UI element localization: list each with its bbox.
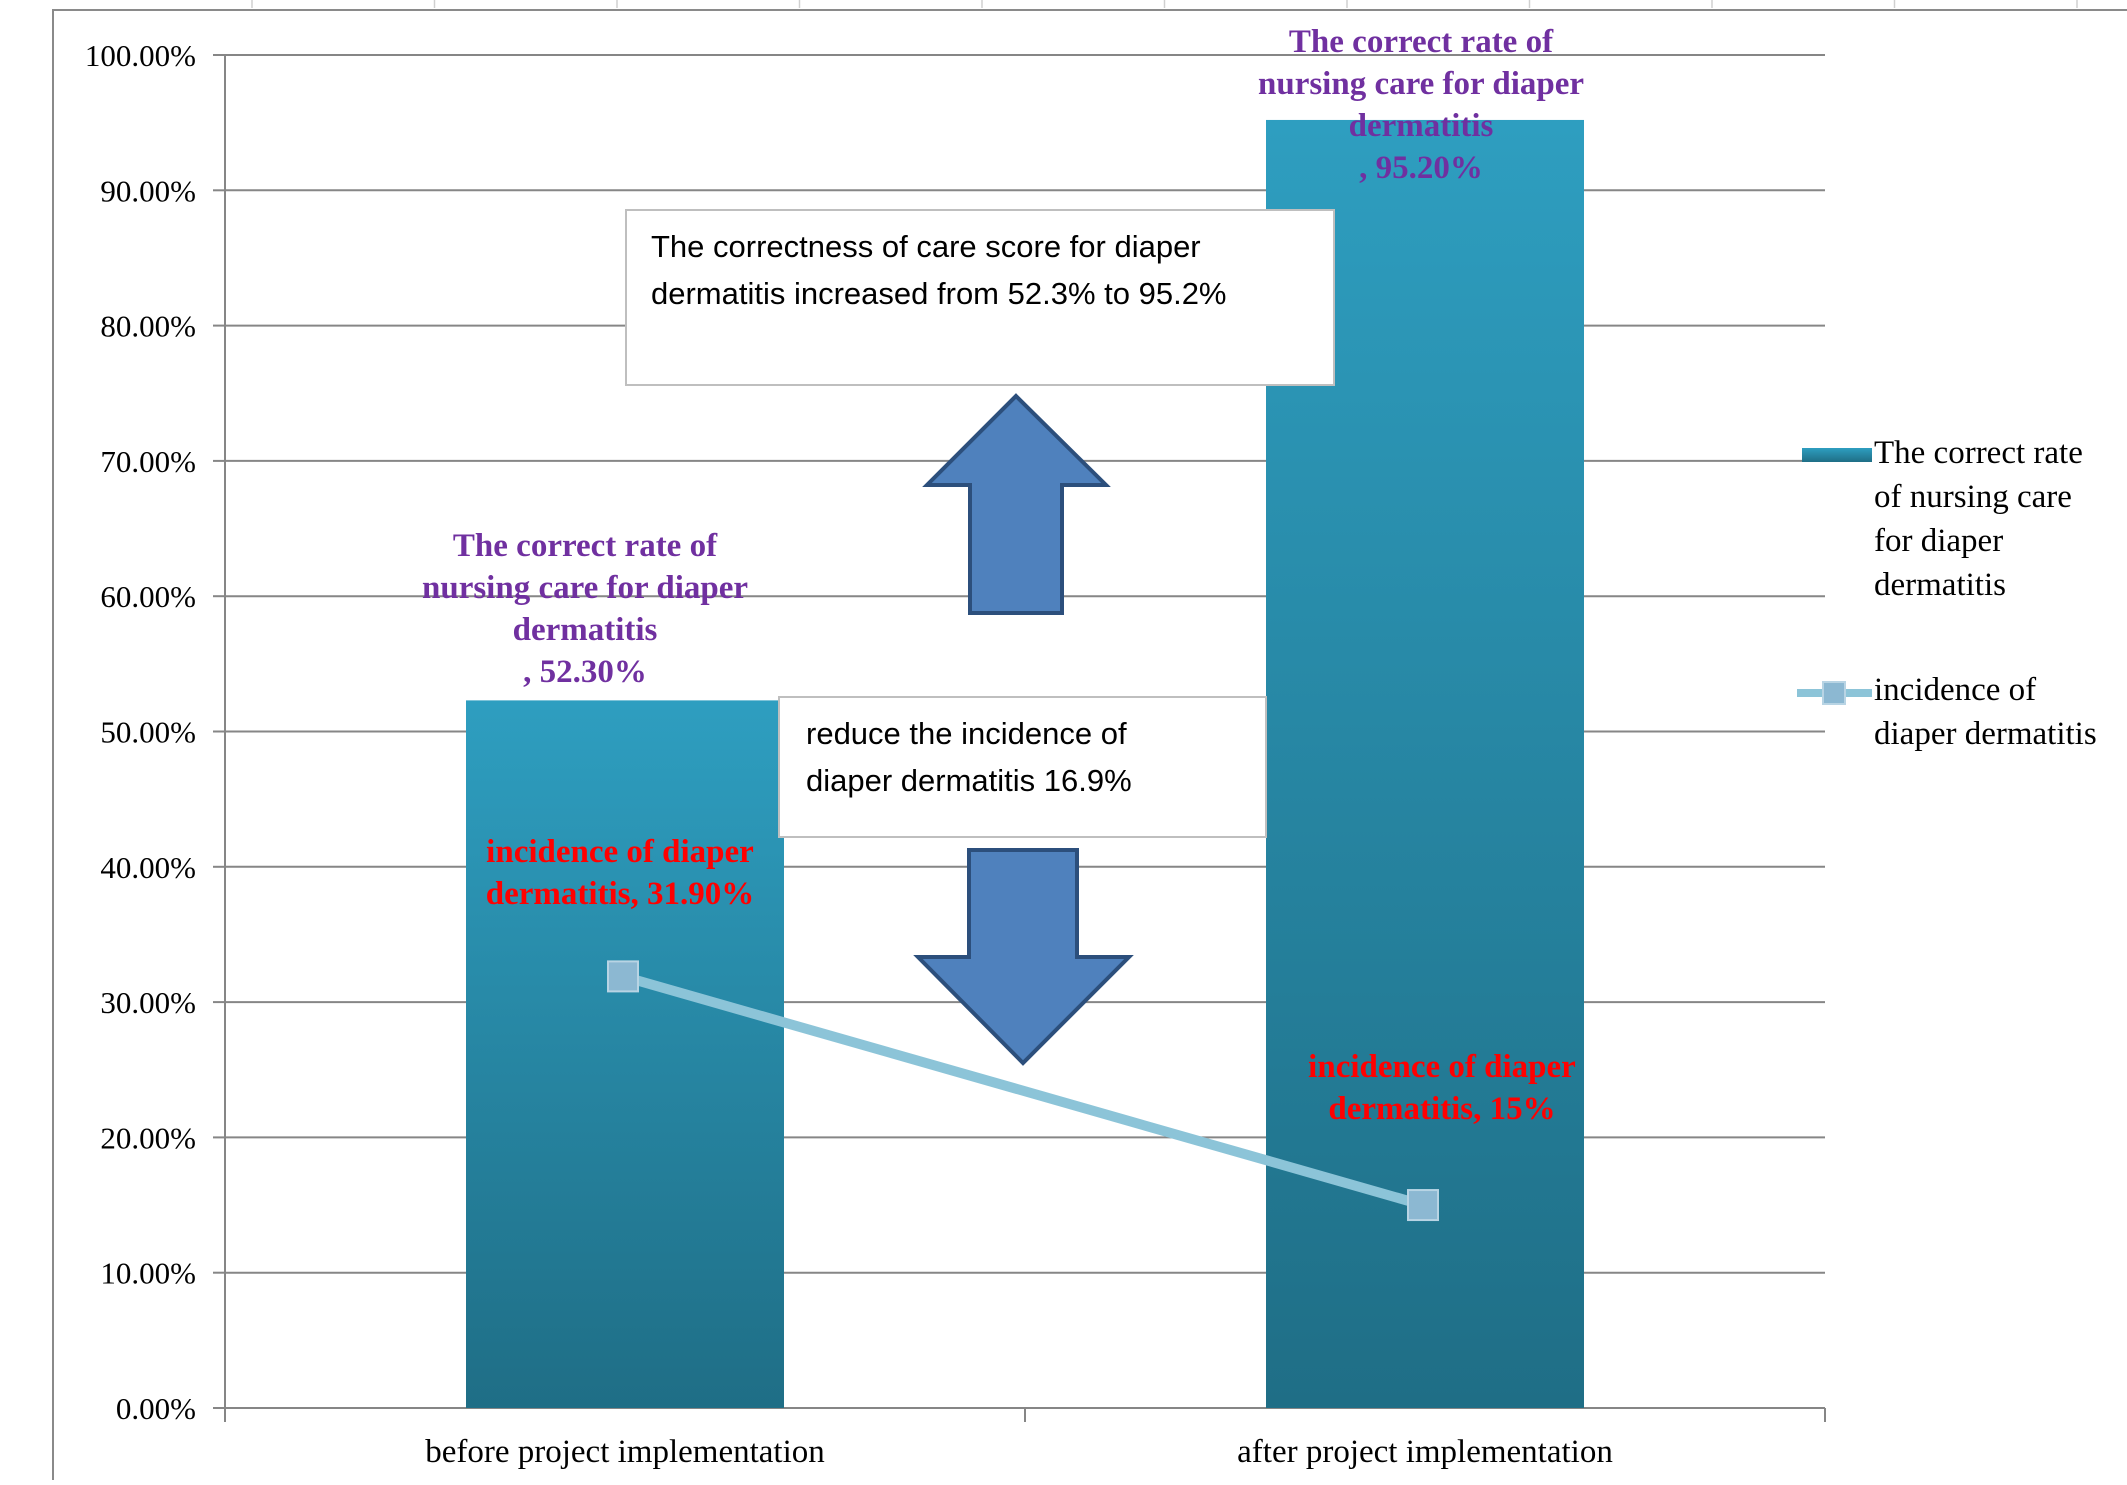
bar-data-label-line: The correct rate of: [1289, 24, 1554, 60]
bar-data-label-line: The correct rate of: [453, 528, 718, 564]
bar-data-label-line: , 95.20%: [1359, 150, 1483, 186]
bar-data-label: The correct rate of nursing care for diap…: [422, 528, 748, 690]
x-category-label: before project implementation: [425, 1434, 825, 1470]
line-data-label-line: dermatitis, 31.90%: [486, 876, 755, 912]
y-tick-label: 60.00%: [100, 579, 196, 614]
annotation-box: [778, 696, 1267, 838]
legend-swatch-bar: [1802, 448, 1872, 462]
line-data-label-line: incidence of diaper: [486, 834, 754, 870]
line-series: [621, 971, 1425, 1210]
y-tick-label: 0.00%: [116, 1391, 196, 1426]
legend-label-line: for diaper: [1874, 523, 2003, 559]
annotation-box: [625, 209, 1335, 386]
y-tick-label: 40.00%: [100, 850, 196, 885]
legend-label-line: of nursing care: [1874, 479, 2072, 515]
y-tick-label: 100.00%: [85, 38, 196, 73]
legend-label: incidence of diaper dermatitis: [1874, 672, 2097, 752]
line-data-label: incidence of diaper dermatitis, 31.90%: [486, 834, 755, 912]
legend-label-line: diaper dermatitis: [1874, 716, 2097, 752]
down-arrow: [913, 848, 1134, 1066]
annotation-text-line: reduce the incidence of: [806, 716, 1127, 751]
annotation-text-line: diaper dermatitis 16.9%: [806, 763, 1132, 798]
up-arrow: [922, 393, 1111, 615]
bar-data-label-line: , 52.30%: [523, 654, 647, 690]
line-data-label-line: incidence of diaper: [1308, 1049, 1576, 1085]
legend-label-line: incidence of: [1874, 672, 2036, 708]
y-tick-label: 20.00%: [100, 1120, 196, 1155]
y-tick-label: 50.00%: [100, 715, 196, 750]
legend-swatch-marker: [1822, 681, 1846, 705]
bar-data-label-line: dermatitis: [513, 612, 658, 648]
line-data-label: incidence of diaper dermatitis, 15%: [1308, 1049, 1576, 1127]
legend-label: The correct rate of nursing care for diape…: [1874, 435, 2083, 603]
chart-area-border: [52, 9, 2127, 1485]
annotation-text: reduce the incidence of diaper dermatitis…: [806, 716, 1132, 798]
y-tick-label: 90.00%: [100, 173, 196, 208]
bar: [466, 700, 784, 1408]
bar-data-label: The correct rate of nursing care for diap…: [1258, 24, 1584, 186]
annotation-text-line: dermatitis increased from 52.3% to 95.2%: [651, 276, 1227, 311]
annotation-text: The correctness of care score for diaper…: [651, 229, 1227, 311]
bar-data-label-line: dermatitis: [1349, 108, 1494, 144]
line-marker: [1407, 1189, 1439, 1222]
line-data-label-line: dermatitis, 15%: [1328, 1091, 1555, 1127]
y-tick-label: 80.00%: [100, 309, 196, 344]
y-tick-label: 30.00%: [100, 985, 196, 1020]
x-category-label: after project implementation: [1237, 1434, 1613, 1470]
y-tick-label: 70.00%: [100, 444, 196, 479]
bar-data-label-line: nursing care for diaper: [422, 570, 748, 606]
annotation-text-line: The correctness of care score for diaper: [651, 229, 1201, 264]
bar-data-label-line: nursing care for diaper: [1258, 66, 1584, 102]
legend-label-line: dermatitis: [1874, 567, 2006, 603]
y-tick-label: 10.00%: [100, 1256, 196, 1291]
legend-label-line: The correct rate: [1874, 435, 2083, 471]
line-marker: [607, 960, 639, 993]
